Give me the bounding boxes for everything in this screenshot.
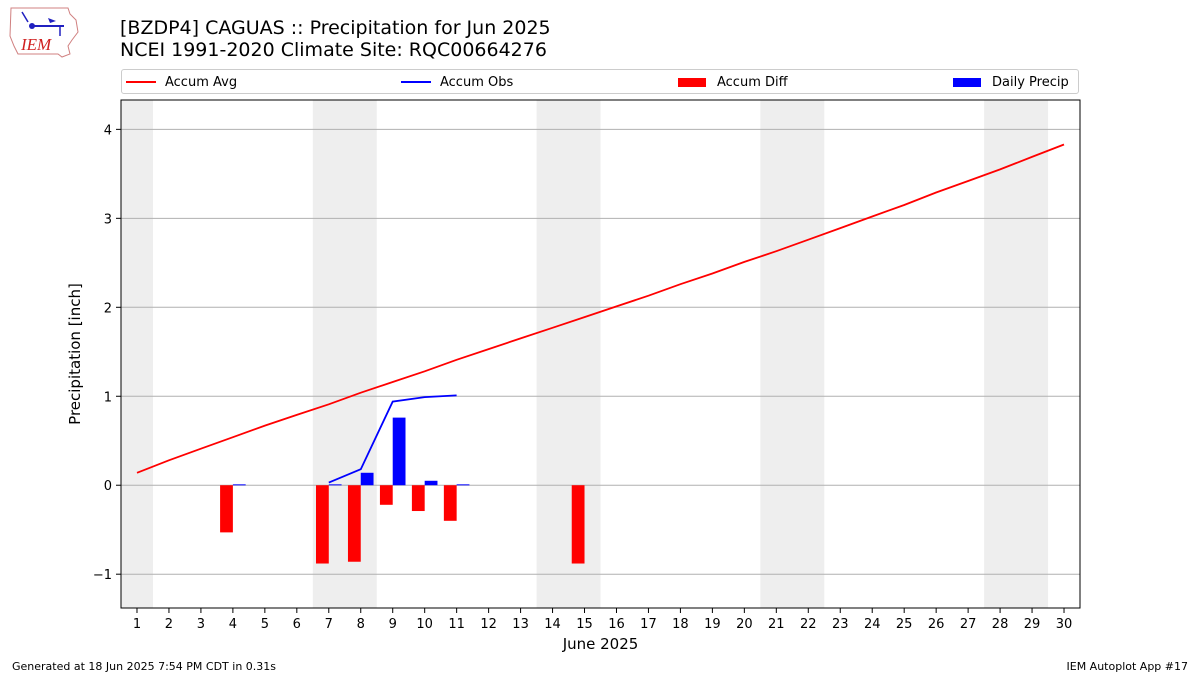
bar-daily-precip-day-8 — [360, 472, 374, 486]
legend-item-accum-avg: Accum Avg — [126, 74, 237, 90]
x-tick-label-18: 18 — [672, 617, 689, 632]
y-tick-label-3: 2 — [104, 301, 112, 316]
x-tick-label-5: 5 — [261, 617, 269, 632]
x-tick-label-2: 2 — [165, 617, 173, 632]
weekend-band-1 — [121, 100, 153, 608]
x-tick-label-30: 30 — [1056, 617, 1073, 632]
weekend-band-5 — [984, 100, 1049, 608]
x-tick-label-21: 21 — [768, 617, 785, 632]
x-tick-label-14: 14 — [544, 617, 561, 632]
legend-item-accum-diff: Accum Diff — [678, 74, 788, 90]
x-tick-label-12: 12 — [480, 617, 497, 632]
legend-swatch-accum-obs — [401, 81, 431, 83]
y-tick-label-2: 1 — [104, 390, 112, 405]
iem-logo-graphic: IEM — [9, 7, 79, 58]
line-accum-avg — [136, 143, 1065, 474]
line-accum-obs — [328, 394, 457, 484]
bar-accum-diff-day-11 — [443, 485, 457, 521]
x-tick-label-3: 3 — [197, 617, 205, 632]
y-tick-label-0: −1 — [93, 568, 112, 583]
x-tick-label-20: 20 — [736, 617, 753, 632]
bar-daily-precip-day-11 — [456, 484, 470, 486]
x-axis-label: June 2025 — [562, 635, 639, 653]
bar-daily-precip-day-4 — [232, 484, 246, 486]
bar-accum-diff-day-9 — [379, 485, 393, 505]
iem-logo: IEM — [8, 6, 80, 60]
x-tick-label-27: 27 — [960, 617, 977, 632]
bar-accum-diff-day-10 — [411, 485, 425, 512]
footer-app: IEM Autoplot App #17 — [1066, 660, 1189, 673]
legend-item-accum-obs: Accum Obs — [401, 74, 513, 90]
x-tick-label-7: 7 — [325, 617, 333, 632]
plot-frame — [120, 99, 1081, 609]
chart-title: [BZDP4] CAGUAS :: Precipitation for Jun … — [120, 17, 551, 39]
legend-item-daily-precip: Daily Precip — [953, 74, 1069, 90]
x-tick-label-10: 10 — [416, 617, 433, 632]
bar-daily-precip-day-10 — [424, 480, 438, 486]
x-tick-label-13: 13 — [512, 617, 529, 632]
y-tick-label-1: 0 — [104, 479, 112, 494]
legend-swatch-daily-precip — [953, 77, 981, 87]
weekend-band-3 — [536, 100, 601, 608]
x-tick-label-16: 16 — [608, 617, 625, 632]
bar-accum-diff-day-7 — [315, 485, 329, 564]
chart-subtitle: NCEI 1991-2020 Climate Site: RQC00664276 — [120, 39, 547, 61]
x-tick-label-23: 23 — [832, 617, 849, 632]
logo-text: IEM — [20, 35, 52, 54]
x-tick-label-1: 1 — [133, 617, 141, 632]
x-tick-label-28: 28 — [992, 617, 1009, 632]
x-tick-label-4: 4 — [229, 617, 237, 632]
x-tick-label-29: 29 — [1024, 617, 1041, 632]
bar-accum-diff-day-15 — [571, 485, 585, 564]
x-tick-label-15: 15 — [576, 617, 593, 632]
x-tick-label-25: 25 — [896, 617, 913, 632]
legend-label-accum-obs: Accum Obs — [440, 74, 514, 90]
x-tick-label-6: 6 — [293, 617, 301, 632]
bar-accum-diff-day-4 — [220, 485, 233, 533]
x-tick-label-26: 26 — [928, 617, 945, 632]
footer-generated: Generated at 18 Jun 2025 7:54 PM CDT in … — [12, 660, 277, 673]
x-tick-label-19: 19 — [704, 617, 721, 632]
bar-daily-precip-day-9 — [392, 417, 406, 486]
bar-daily-precip-day-7 — [328, 484, 342, 486]
y-tick-label-4: 3 — [104, 212, 112, 227]
chart-legend: Accum Avg Accum Obs Accum Diff Daily Pre… — [121, 69, 1079, 94]
y-axis-label: Precipitation [inch] — [66, 283, 84, 425]
bar-accum-diff-day-8 — [347, 485, 361, 562]
x-tick-label-24: 24 — [864, 617, 881, 632]
legend-label-accum-avg: Accum Avg — [165, 74, 238, 90]
x-tick-label-22: 22 — [800, 617, 817, 632]
x-tick-label-17: 17 — [640, 617, 657, 632]
x-tick-label-8: 8 — [357, 617, 365, 632]
weekend-band-4 — [760, 100, 825, 608]
x-tick-label-11: 11 — [448, 617, 465, 632]
legend-label-daily-precip: Daily Precip — [992, 74, 1069, 90]
y-tick-label-5: 4 — [104, 123, 112, 138]
legend-swatch-accum-avg — [126, 81, 156, 83]
x-tick-label-9: 9 — [389, 617, 397, 632]
legend-label-accum-diff: Accum Diff — [717, 74, 788, 90]
legend-swatch-accum-diff — [678, 77, 706, 87]
